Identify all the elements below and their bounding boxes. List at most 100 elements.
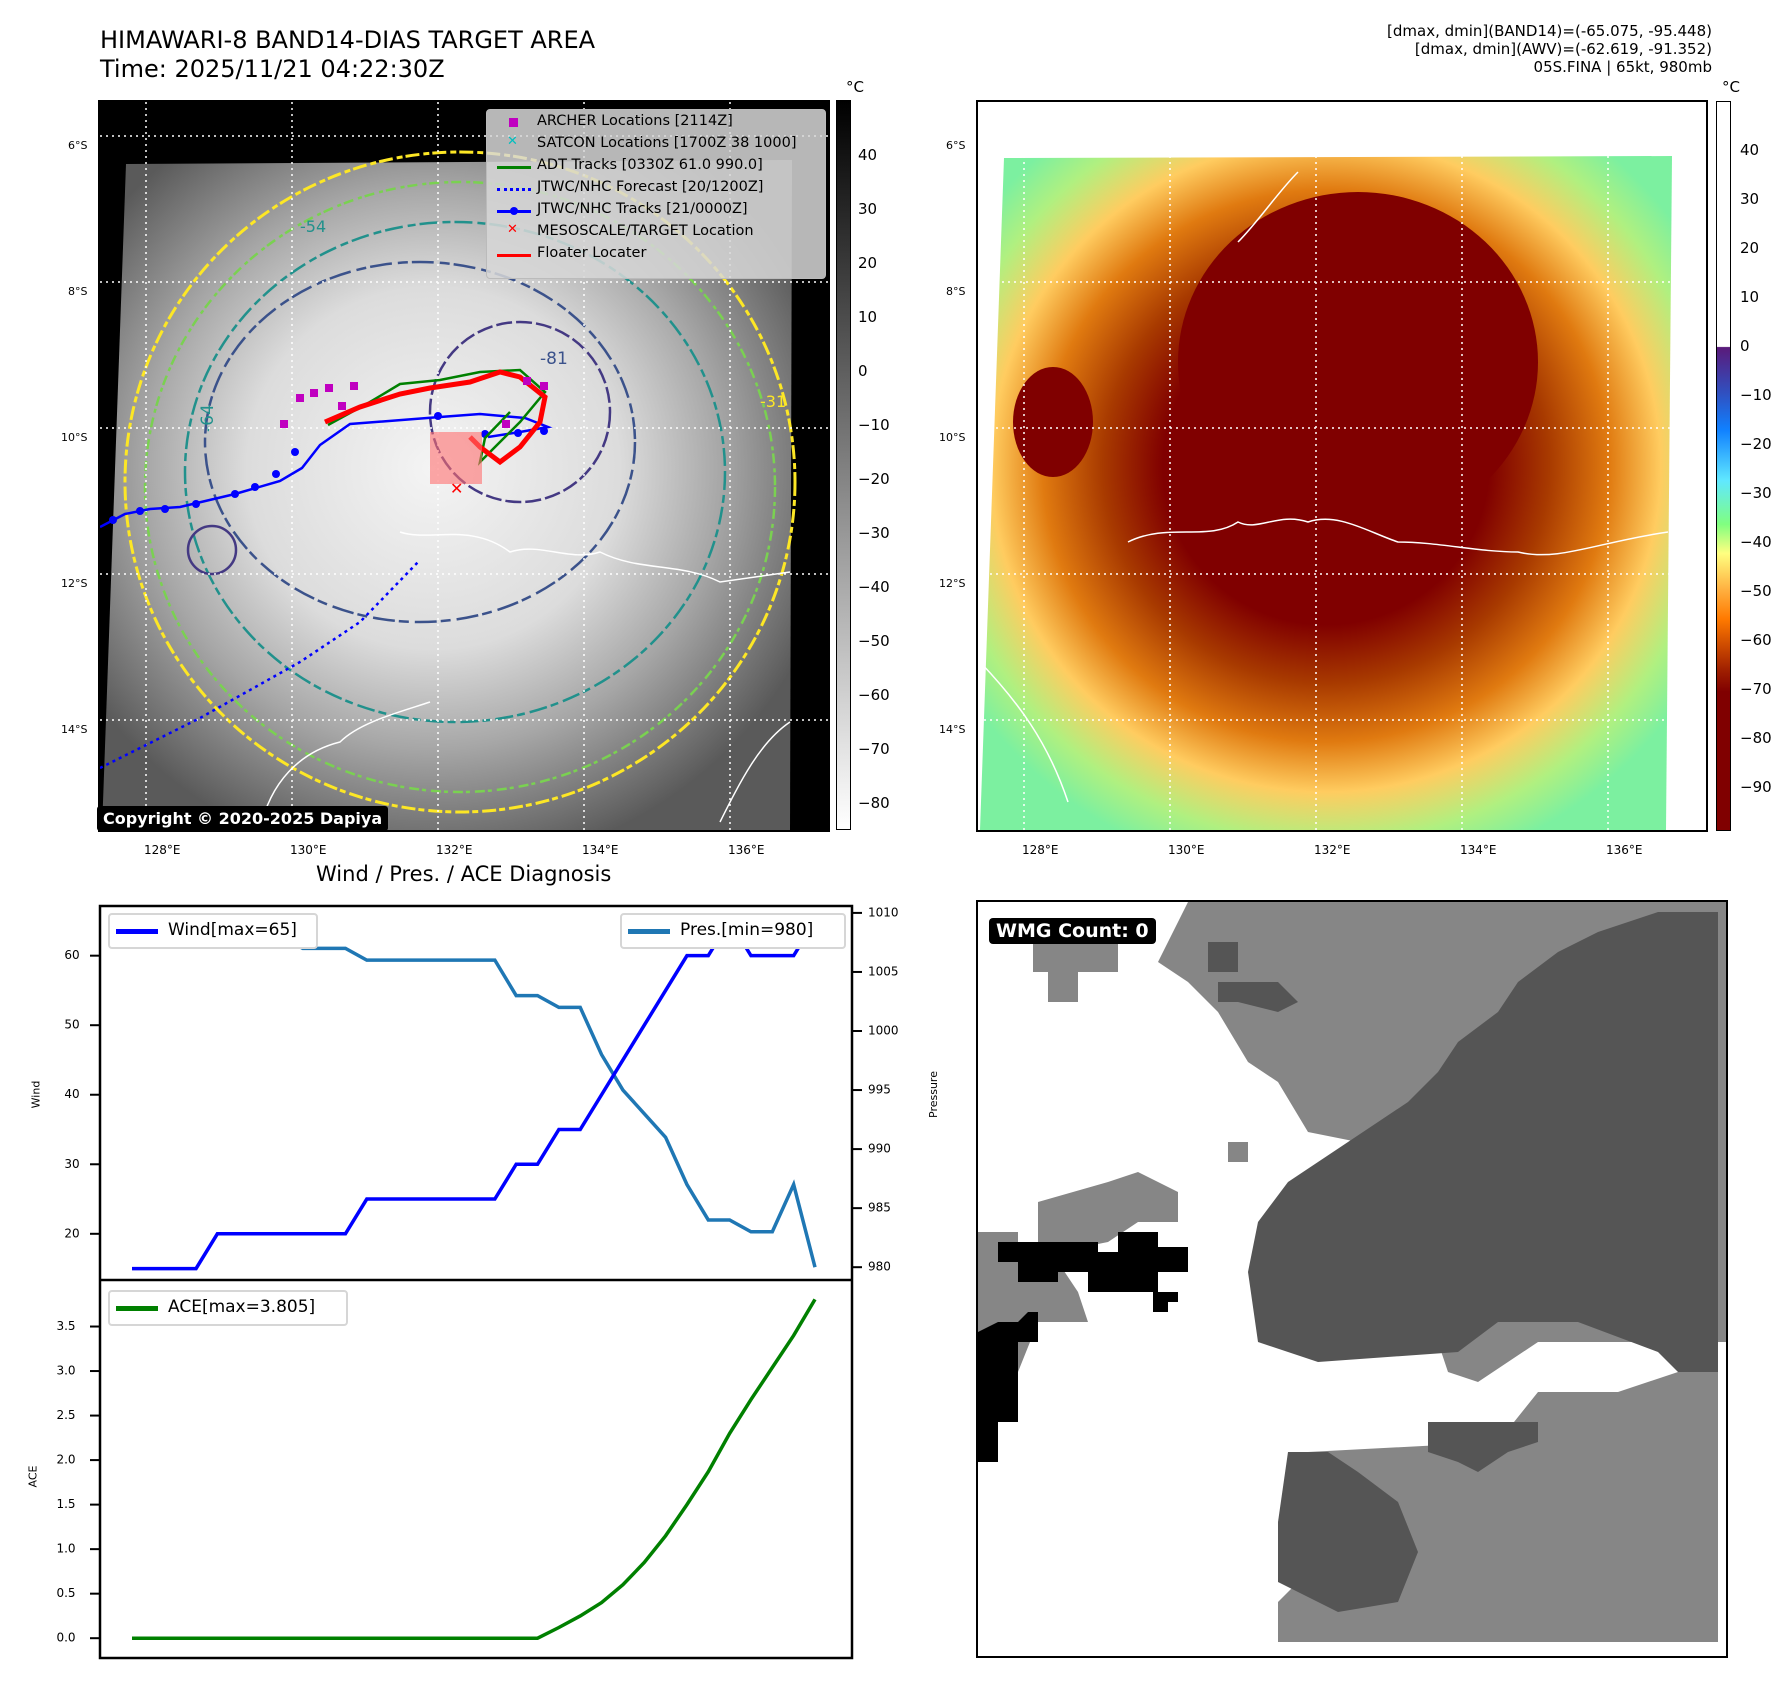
awv-cold-cell (1013, 367, 1093, 477)
awv-colorbar-unit: °C (1722, 78, 1740, 96)
lon-tick: 132°E (1314, 843, 1351, 857)
wind-tick-label: 50 (64, 1018, 79, 1032)
ace-axis-ticks: 0.0 0.5 1.0 1.5 2.0 2.5 3.0 3.5 (56, 1319, 100, 1645)
pressure-tick-label: 990 (868, 1142, 891, 1156)
lon-tick: 130°E (1168, 843, 1205, 857)
contour-teal (183, 220, 727, 724)
coastline (399, 531, 791, 583)
colorbar-tick: 40 (1740, 141, 1760, 159)
contour-label: -64 (198, 404, 218, 432)
ace-tick-label: 0.0 (56, 1631, 75, 1645)
wmg-canvas (978, 902, 1726, 1642)
copyright-badge: Copyright © 2020-2025 Dapiya (97, 806, 389, 831)
colorbar-tick: −30 (858, 524, 890, 542)
lon-tick: 128°E (144, 843, 181, 857)
lat-tick: 6°S (946, 139, 966, 152)
wind-tick-label: 60 (64, 948, 79, 962)
legend-line-icon (116, 929, 158, 934)
archer-points (280, 377, 548, 428)
lat-tick: 8°S (68, 285, 88, 298)
line-icon (497, 160, 531, 174)
wind-pressure-chart: 20 30 40 50 60 980 985 990 995 1000 1005 1010 (64, 904, 899, 1280)
mesoscale-target-marker: ✕ (450, 479, 463, 498)
lon-tick: 134°E (1460, 843, 1497, 857)
contour-label: -31 (760, 392, 786, 411)
ace-chart: 0.0 0.5 1.0 1.5 2.0 2.5 3.0 3.5 (56, 1280, 854, 1660)
colorbar-tick: −90 (1740, 778, 1772, 796)
pressure-tick-label: 1010 (868, 905, 899, 919)
colorbar-tick: −40 (1740, 533, 1772, 551)
colorbar-tick: 20 (858, 254, 878, 272)
stats-awv: [dmax, dmin](AWV)=(-62.619, -91.352) (1414, 40, 1712, 58)
wind-tick-label: 40 (64, 1087, 79, 1101)
lon-tick: 130°E (290, 843, 327, 857)
ace-axis-label: ACE (26, 1465, 40, 1488)
wind-tick-label: 30 (64, 1157, 79, 1171)
lat-tick: 14°S (939, 723, 966, 736)
wind-axis-ticks: 20 30 40 50 60 (64, 948, 100, 1240)
stats-band14: [dmax, dmin](BAND14)=(-65.075, -95.448) (1387, 22, 1712, 40)
pressure-tick-label: 985 (868, 1201, 891, 1215)
contour-label: -81 (540, 349, 568, 369)
wmg-dark-region (1208, 912, 1718, 1612)
ir-map-canvas: -81 -64 -54 -31 (100, 102, 828, 830)
coastline (719, 721, 791, 823)
pressure-axis-ticks: 980 985 990 995 1000 1005 1010 (852, 905, 899, 1274)
wmg-black-region (978, 1232, 1188, 1462)
ace-frame (98, 1280, 854, 1660)
wmg-count-badge: WMG Count: 0 (989, 918, 1156, 944)
legend-line-icon (628, 929, 670, 934)
ir-map-panel: -81 -64 -54 -31 (98, 100, 830, 832)
line-dot-icon (497, 204, 531, 218)
title-line-1: HIMAWARI-8 BAND14-DIAS TARGET AREA (100, 26, 596, 54)
colorbar-tick: −80 (1740, 729, 1772, 747)
awv-colorbar (1716, 101, 1731, 831)
colorbar-tick: −40 (858, 578, 890, 596)
colorbar-tick: −20 (858, 470, 890, 488)
contour-label: -54 (300, 217, 326, 236)
colorbar-tick: −30 (1740, 484, 1772, 502)
colorbar-tick: 10 (858, 308, 878, 326)
ace-tick-label: 2.0 (56, 1453, 75, 1467)
colorbar-tick: −50 (858, 632, 890, 650)
ace-tick-label: 0.5 (56, 1586, 75, 1600)
square-marker-icon (497, 116, 531, 130)
colorbar-tick: −60 (858, 686, 890, 704)
pressure-tick-label: 980 (868, 1260, 891, 1274)
lat-tick: 12°S (939, 577, 966, 590)
colorbar-tick: −80 (858, 794, 890, 812)
pressure-tick-label: 1000 (868, 1024, 899, 1038)
colorbar-tick: 20 (1740, 239, 1760, 257)
colorbar-tick: −20 (1740, 435, 1772, 453)
x-marker-icon: ✕ (507, 134, 518, 149)
wind-tick-label: 20 (64, 1226, 79, 1240)
lon-tick: 132°E (436, 843, 473, 857)
contour-darkblue (428, 320, 612, 504)
lon-tick: 136°E (1606, 843, 1643, 857)
awv-cold-core (1178, 192, 1538, 532)
pressure-legend: Pres.[min=980] (620, 913, 846, 949)
colorbar-tick: 10 (1740, 288, 1760, 306)
line-icon (497, 248, 531, 262)
awv-map-panel (976, 100, 1708, 832)
lon-tick: 136°E (728, 843, 765, 857)
ir-colorbar (836, 100, 851, 830)
colorbar-tick: 40 (858, 146, 878, 164)
ace-legend: ACE[max=3.805] (108, 1290, 348, 1326)
colorbar-tick: −10 (1740, 386, 1772, 404)
stats-storm: 05S.FINA | 65kt, 980mb (1533, 58, 1712, 76)
title-line-2: Time: 2025/11/21 04:22:30Z (100, 55, 445, 83)
ace-tick-label: 1.0 (56, 1542, 75, 1556)
ir-map-legend: ARCHER Locations [2114Z] ✕ SATCON Locati… (486, 109, 826, 279)
wmg-panel (976, 900, 1728, 1658)
contour-yellow (123, 150, 797, 814)
lat-tick: 8°S (946, 285, 966, 298)
colorbar-tick: 0 (1740, 337, 1750, 355)
lat-tick: 14°S (61, 723, 88, 736)
dotted-line-icon (497, 182, 531, 196)
ace-series-line (132, 1298, 817, 1640)
diagnosis-title: Wind / Pres. / ACE Diagnosis (316, 862, 612, 886)
wind-axis-label: Wind (29, 1080, 43, 1109)
ir-image-swath (102, 160, 792, 830)
lat-tick: 10°S (61, 431, 88, 444)
